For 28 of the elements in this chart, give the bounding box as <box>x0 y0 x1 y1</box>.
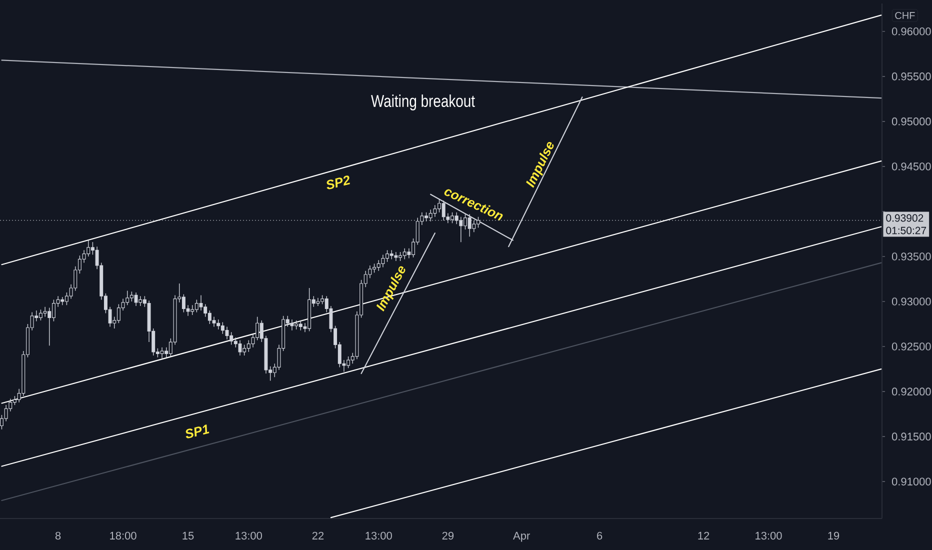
y-tick-label: 0.95000 <box>892 118 931 126</box>
x-tick-label: 29 <box>442 532 454 540</box>
y-tick-label: 0.92500 <box>892 342 931 350</box>
x-tick-label: 6 <box>597 532 602 540</box>
y-tick-label: 0.91500 <box>892 432 931 440</box>
x-tick-label: 12 <box>698 532 710 540</box>
ref-line-label: 0.93902 <box>886 214 924 222</box>
y-tick-label: 0.96000 <box>892 28 931 36</box>
y-tick-label: 0.94500 <box>892 162 931 170</box>
x-tick-label: 18:00 <box>110 532 136 540</box>
y-tick-label: 0.92000 <box>892 388 931 396</box>
y-tick-label: 0.95500 <box>892 72 931 80</box>
x-tick-label: 15 <box>182 532 194 540</box>
y-tick-label: 0.93500 <box>892 252 931 260</box>
annotation: SP1 <box>186 424 210 438</box>
x-tick-label: 13:00 <box>366 532 392 540</box>
x-tick-label: 13:00 <box>756 532 782 540</box>
x-tick-label: 22 <box>312 532 324 540</box>
x-tick-label: 8 <box>55 532 61 540</box>
x-tick-label: Apr <box>513 532 530 542</box>
text: 01:50:27 <box>886 226 926 234</box>
annotation: SP2 <box>326 176 350 190</box>
y-tick-label: 0.91000 <box>892 478 931 486</box>
y-axis-title: CHF <box>895 12 915 20</box>
x-tick-label: 19 <box>828 532 840 540</box>
y-tick-label: 0.93000 <box>892 298 931 306</box>
x-tick-label: 13:00 <box>236 532 262 540</box>
annotation: Waiting breakout <box>371 94 475 110</box>
